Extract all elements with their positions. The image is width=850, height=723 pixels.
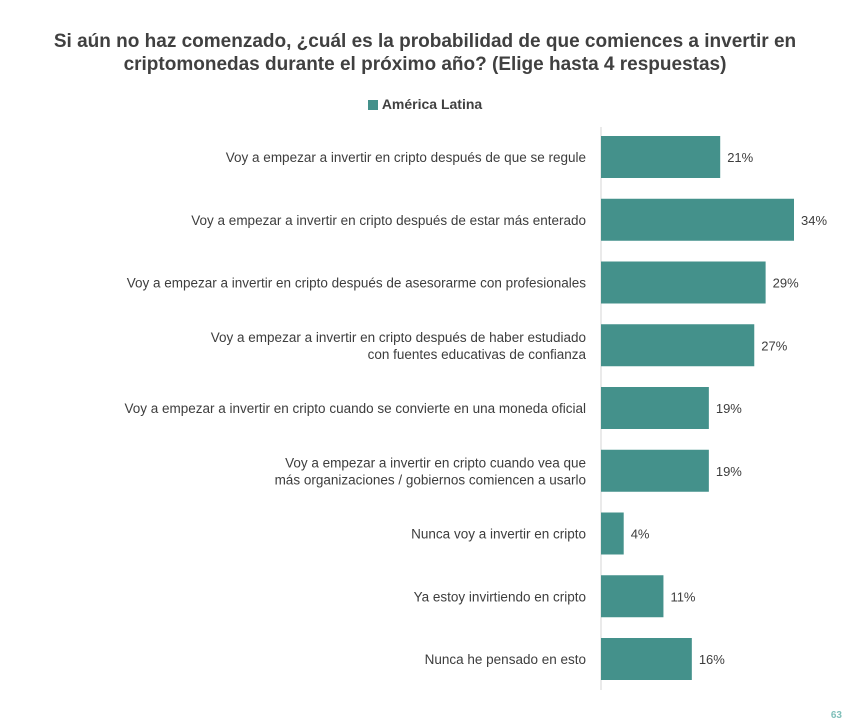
bar-4 — [601, 324, 755, 367]
data-label-3: 29% — [773, 276, 799, 291]
legend-swatch — [367, 100, 378, 110]
category-label-6-line-2: más organizaciones / gobiernos comiencen… — [275, 472, 586, 487]
legend-label: América Latina — [381, 96, 483, 112]
data-label-6: 19% — [716, 464, 742, 479]
chart-title-line-1: Si aún no haz comenzado, ¿cuál es la pro… — [53, 31, 797, 52]
data-label-5: 19% — [716, 401, 742, 416]
category-label-4-line-1: Voy a empezar a invertir en cripto despu… — [211, 330, 586, 345]
category-label-1: Voy a empezar a invertir en cripto despu… — [226, 150, 586, 165]
category-label-5: Voy a empezar a invertir en cripto cuand… — [124, 401, 586, 416]
bar-6 — [601, 449, 709, 492]
bar-7 — [601, 512, 624, 555]
chart-legend: América Latina — [0, 96, 850, 112]
category-label-8: Ya estoy invirtiendo en cripto — [414, 589, 586, 604]
page-number: 63 — [830, 710, 842, 721]
data-label-8: 11% — [670, 589, 695, 604]
bar-5 — [601, 387, 709, 429]
bar-1 — [601, 136, 721, 178]
category-label-3: Voy a empezar a invertir en cripto despu… — [127, 276, 587, 291]
bar-9 — [601, 638, 692, 680]
data-label-7: 4% — [631, 527, 650, 542]
category-label-7: Nunca voy a invertir en cripto — [411, 527, 586, 542]
category-label-2: Voy a empezar a invertir en cripto despu… — [191, 213, 586, 228]
data-label-2: 34% — [801, 213, 827, 228]
chart-title-line-2: criptomonedas durante el próximo año? (E… — [123, 54, 727, 75]
category-label-6-line-1: Voy a empezar a invertir en cripto cuand… — [285, 455, 586, 470]
bar-3 — [601, 261, 766, 304]
category-label-9: Nunca he pensado en esto — [425, 652, 586, 667]
bar-8 — [601, 575, 664, 618]
data-label-4: 27% — [761, 338, 787, 353]
chart-title: Si aún no haz comenzado, ¿cuál es la pro… — [0, 30, 850, 76]
bar-2 — [601, 198, 794, 241]
category-label-4-line-2: con fuentes educativas de confianza — [368, 347, 587, 362]
data-label-1: 21% — [727, 150, 753, 165]
data-label-9: 16% — [699, 652, 725, 667]
